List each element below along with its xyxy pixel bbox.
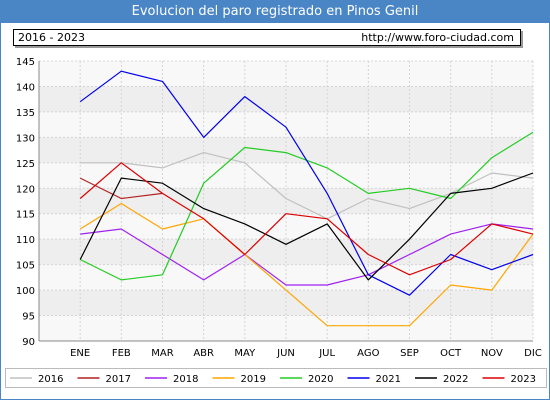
series-line-2019	[79, 202, 534, 327]
legend-label-2023: 2023	[511, 374, 536, 385]
x-tick-label: JUL	[318, 348, 335, 359]
y-tick-label: 105	[16, 261, 35, 272]
y-tick-label: 125	[16, 159, 35, 170]
legend-items: 2016 2017 2018 2019 2020 2021 2022 2023	[10, 374, 536, 385]
source-url: http://www.foro-ciudad.com	[361, 31, 514, 44]
x-tick-label: ABR	[193, 348, 214, 359]
range-label: 2016 - 2023	[18, 31, 85, 44]
legend-label-2016: 2016	[38, 374, 63, 385]
legend: 2016 2017 2018 2019 2020 2021 2022 2023	[5, 368, 547, 388]
x-tick-label: ENE	[70, 348, 90, 359]
series-line-2017	[79, 177, 163, 200]
x-tick-label: MAR	[151, 348, 173, 359]
legend-label-2018: 2018	[173, 374, 198, 385]
y-tick-label: 140	[16, 82, 35, 93]
x-tick-label: MAY	[234, 348, 256, 359]
y-tick-label: 115	[16, 210, 35, 221]
x-tick-label: OCT	[440, 348, 462, 359]
x-tick-label: JUN	[276, 348, 295, 359]
series-line-2018	[80, 223, 534, 286]
series-line-2023	[79, 162, 534, 276]
y-tick-label: 120	[16, 184, 35, 195]
y-tick-label: 135	[16, 108, 35, 119]
legend-label-2022: 2022	[443, 374, 468, 385]
y-tick-label: 100	[16, 286, 35, 297]
line-chart: 90 95 100 105 110 115 120 125 130 135 140 145 ENE FEB…	[16, 57, 542, 359]
grid-band	[39, 239, 533, 265]
x-tick-label: NOV	[481, 348, 503, 359]
chart-title: Evolucion del paro registrado en Pinos G…	[1, 1, 549, 23]
legend-label-2017: 2017	[106, 374, 131, 385]
x-tick-label: AGO	[357, 348, 379, 359]
series-line-2022	[79, 172, 534, 281]
y-tick-label: 110	[16, 235, 35, 246]
y-tick-label: 145	[16, 57, 35, 68]
y-tick-label: 95	[22, 312, 35, 323]
legend-label-2020: 2020	[308, 374, 333, 385]
y-tick-label: 90	[22, 337, 35, 348]
x-tick-label: DIC	[524, 348, 542, 359]
series-line-2021	[79, 70, 534, 296]
legend-label-2019: 2019	[241, 374, 266, 385]
series-line-2016	[80, 152, 534, 220]
x-tick-label: FEB	[112, 348, 131, 359]
x-tick-label: SEP	[400, 348, 419, 359]
legend-label-2021: 2021	[376, 374, 401, 385]
y-tick-label: 130	[16, 133, 35, 144]
info-bar: 2016 - 2023 http://www.foro-ciudad.com	[13, 29, 521, 46]
